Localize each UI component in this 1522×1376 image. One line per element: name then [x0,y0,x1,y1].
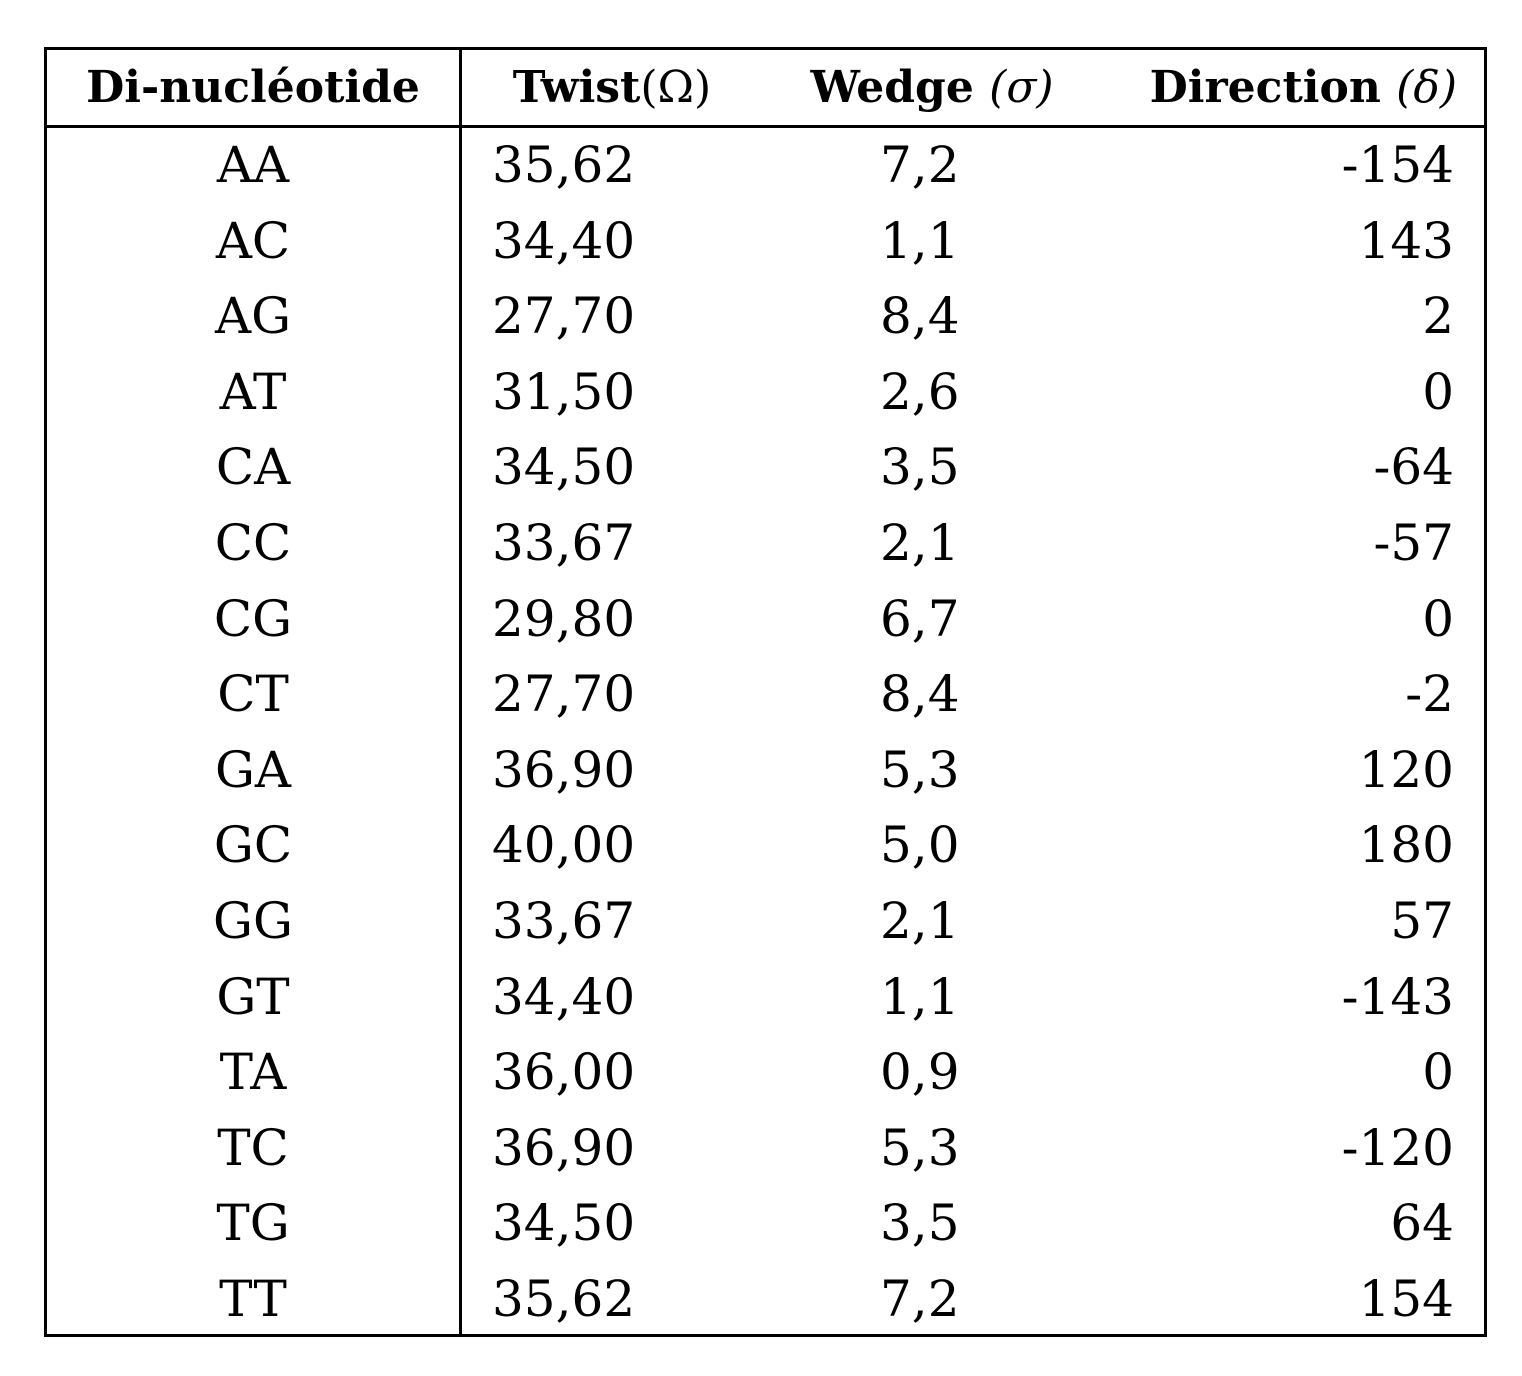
cell-wedge: 0,9 [880,1043,960,1102]
header-direction: Direction (δ) [1107,50,1457,125]
header-direction-symbol: (δ) [1396,62,1457,113]
cell-twist: 34,50 [492,1194,636,1253]
cell-dinucleotide: AC [215,211,291,270]
cell-wedge: 5,3 [880,1118,960,1177]
cell-direction: -143 [1341,967,1454,1026]
table-row: GG 33,67 2,1 57 [47,884,1484,960]
cell-twist: 31,50 [492,362,636,421]
cell-twist: 35,62 [492,136,636,194]
cell-twist: 35,62 [492,1269,636,1328]
header-dinucleotide: Di-nucléotide [47,50,459,125]
table-row: AT 31,50 2,6 0 [47,355,1484,431]
cell-twist: 27,70 [492,665,636,724]
cell-wedge: 8,4 [880,287,960,346]
cell-direction: 120 [1358,740,1454,799]
cell-wedge: 6,7 [880,589,960,648]
cell-wedge: 5,0 [880,816,960,875]
table-row: CT 27,70 8,4 -2 [47,657,1484,733]
table-body: AA 35,62 7,2 -154 AC 34,40 1,1 143 AG 27,70 8,4 2 AT… [47,128,1484,1338]
cell-direction: 64 [1390,1194,1454,1253]
header-wedge-symbol: (σ) [989,62,1054,113]
cell-wedge: 1,1 [880,967,960,1026]
cell-twist: 34,50 [492,438,636,497]
cell-wedge: 5,3 [880,740,960,799]
cell-dinucleotide: TT [219,1269,287,1328]
cell-dinucleotide: CT [217,665,289,724]
cell-twist: 36,90 [492,1118,636,1177]
header-wedge: Wedge (σ) [762,50,1102,125]
cell-twist: 36,00 [492,1043,636,1102]
cell-direction: -57 [1373,513,1454,572]
cell-direction: -120 [1341,1118,1454,1177]
cell-twist: 33,67 [492,513,636,572]
cell-dinucleotide: TG [216,1194,290,1253]
header-twist-label: Twist [512,62,641,113]
cell-direction: -2 [1405,665,1454,724]
cell-direction: 143 [1358,211,1454,270]
table-header-row: Di-nucléotide Twist(Ω) Wedge (σ) Directi… [47,50,1484,125]
cell-dinucleotide: AT [219,362,287,421]
cell-dinucleotide: GC [213,816,293,875]
cell-dinucleotide: AA [216,136,290,194]
cell-dinucleotide: GT [216,967,290,1026]
cell-direction: 0 [1422,589,1454,648]
cell-twist: 34,40 [492,967,636,1026]
table-row: CA 34,50 3,5 -64 [47,430,1484,506]
header-direction-label: Direction [1149,62,1381,113]
cell-wedge: 8,4 [880,665,960,724]
header-wedge-label: Wedge [810,62,974,113]
cell-twist: 40,00 [492,816,636,875]
cell-wedge: 3,5 [880,438,960,497]
cell-direction: 2 [1422,287,1454,346]
cell-wedge: 3,5 [880,1194,960,1253]
table-row: CC 33,67 2,1 -57 [47,506,1484,582]
cell-twist: 34,40 [492,211,636,270]
cell-direction: 0 [1422,362,1454,421]
cell-twist: 27,70 [492,287,636,346]
header-twist: Twist(Ω) [462,50,762,125]
table-row: TC 36,90 5,3 -120 [47,1111,1484,1187]
cell-twist: 29,80 [492,589,636,648]
cell-dinucleotide: CC [214,513,292,572]
cell-wedge: 2,1 [880,891,960,950]
table-row: AA 35,62 7,2 -154 [47,128,1484,204]
cell-direction: 57 [1390,891,1454,950]
table-row: GT 34,40 1,1 -143 [47,960,1484,1036]
cell-wedge: 7,2 [880,136,960,194]
header-dinucleotide-label: Di-nucléotide [86,62,420,113]
cell-dinucleotide: TA [219,1043,287,1102]
cell-dinucleotide: GA [214,740,292,799]
dinucleotide-table: Di-nucléotide Twist(Ω) Wedge (σ) Directi… [44,47,1487,1337]
cell-direction: -154 [1341,136,1454,194]
table-row: TA 36,00 0,9 0 [47,1035,1484,1111]
cell-direction: 154 [1358,1269,1454,1328]
header-divider [47,125,1484,128]
cell-wedge: 2,1 [880,513,960,572]
cell-direction: 0 [1422,1043,1454,1102]
cell-dinucleotide: CA [215,438,291,497]
cell-dinucleotide: AG [214,287,292,346]
cell-dinucleotide: TC [217,1118,289,1177]
cell-twist: 36,90 [492,740,636,799]
cell-twist: 33,67 [492,891,636,950]
table-row: AG 27,70 8,4 2 [47,279,1484,355]
table-row: GA 36,90 5,3 120 [47,733,1484,809]
cell-dinucleotide: CG [213,589,293,648]
header-twist-symbol: (Ω) [640,62,712,113]
table-row: TT 35,62 7,2 154 [47,1262,1484,1338]
cell-direction: -64 [1373,438,1454,497]
cell-dinucleotide: GG [213,891,293,950]
cell-wedge: 7,2 [880,1269,960,1328]
cell-wedge: 2,6 [880,362,960,421]
cell-wedge: 1,1 [880,211,960,270]
table-row: AC 34,40 1,1 143 [47,204,1484,280]
table-row: TG 34,50 3,5 64 [47,1186,1484,1262]
column-divider [459,50,462,1334]
table-row: CG 29,80 6,7 0 [47,582,1484,658]
table-row: GC 40,00 5,0 180 [47,808,1484,884]
cell-direction: 180 [1358,816,1454,875]
